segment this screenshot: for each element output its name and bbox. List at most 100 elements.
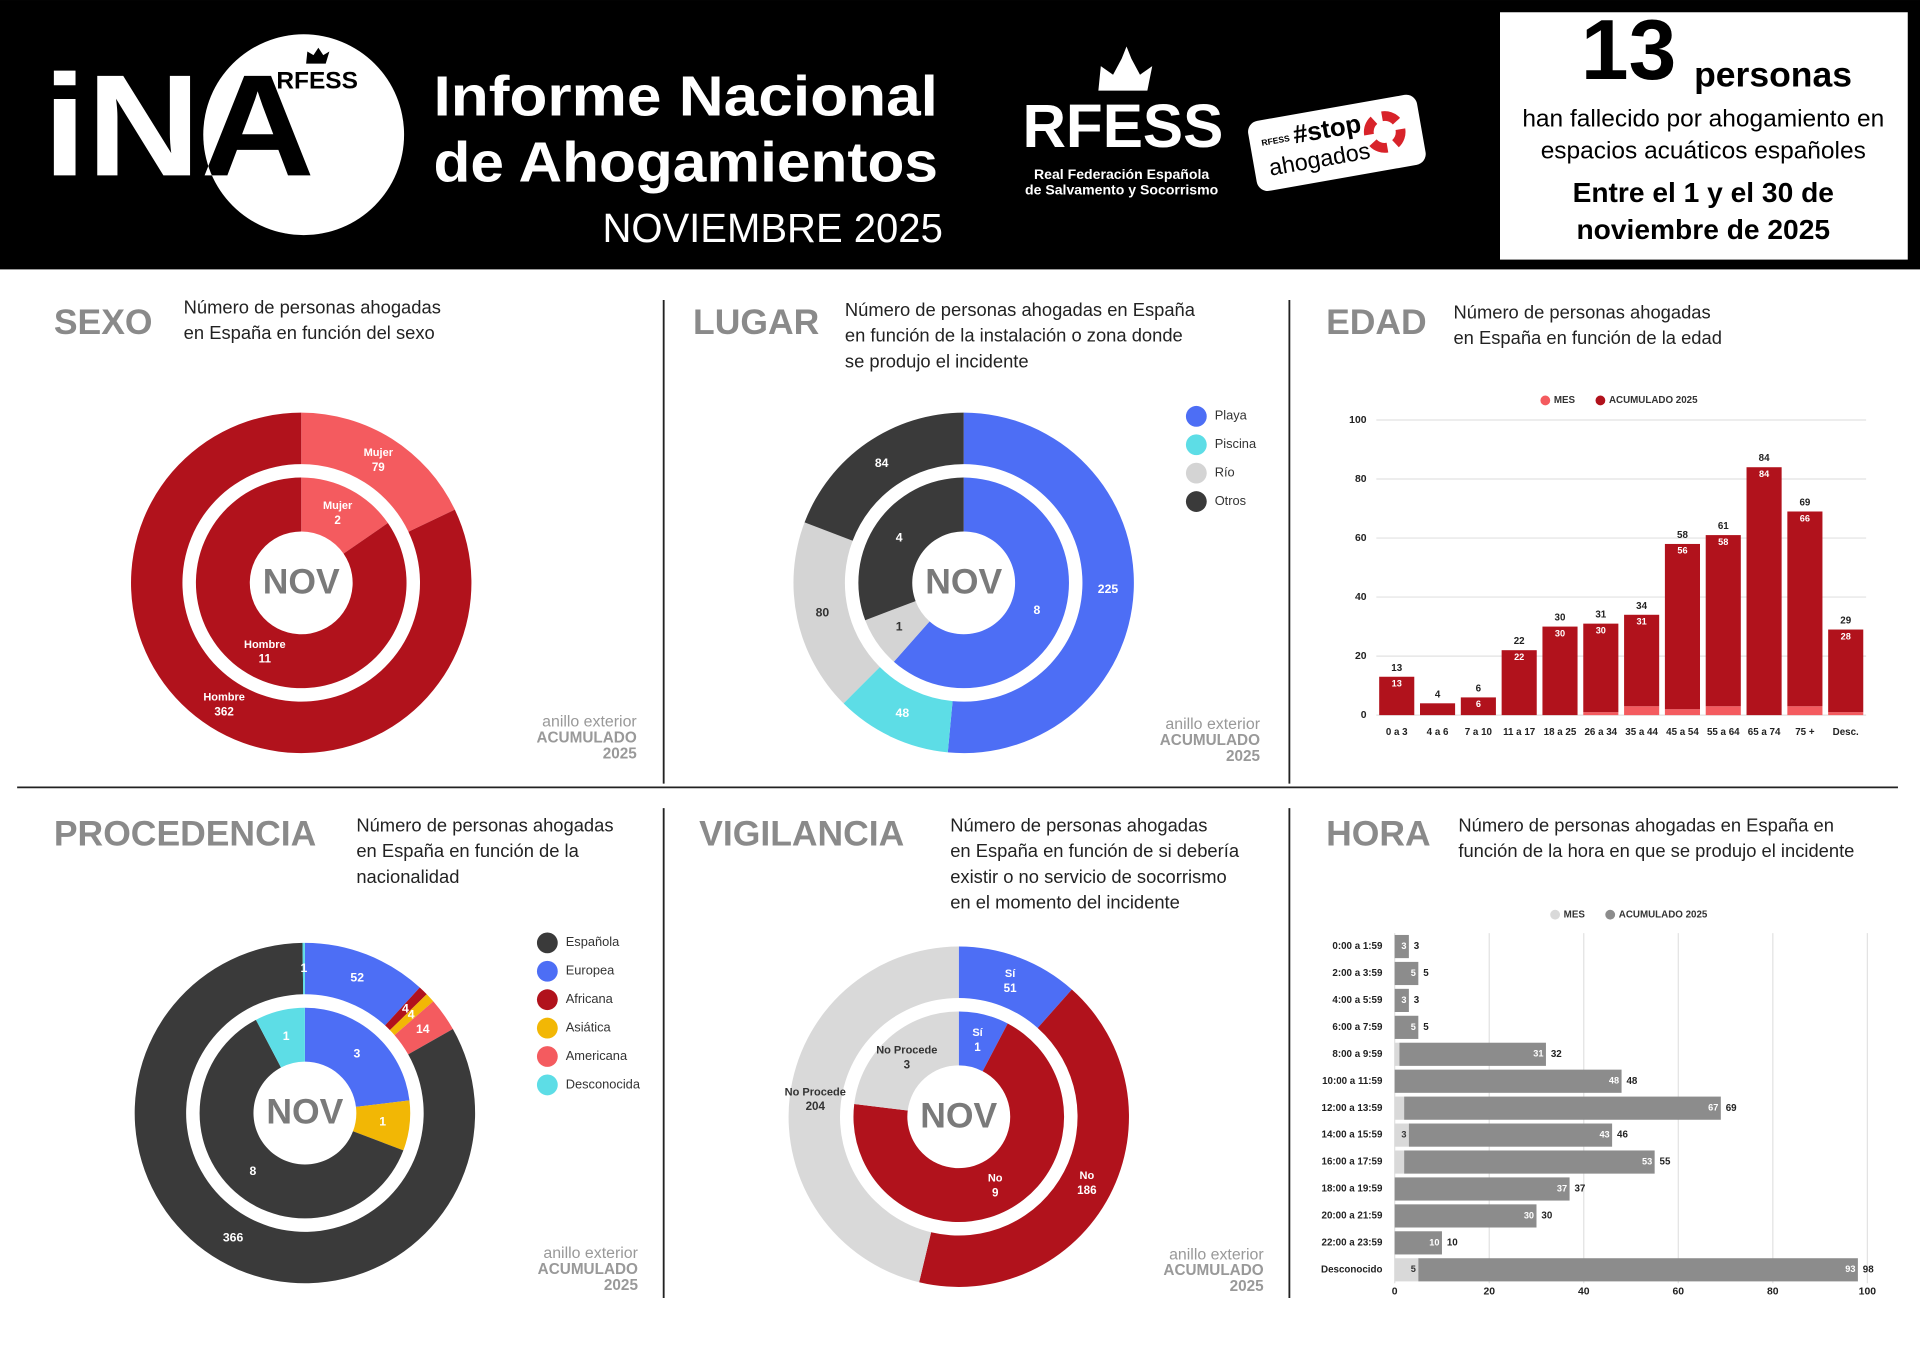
donut-slice — [304, 1007, 410, 1107]
panel-subtitle: en España en función del sexo — [184, 322, 435, 343]
panel-title: VIGILANCIA — [699, 814, 904, 854]
y-tick-label: 20:00 a 21:59 — [1322, 1211, 1383, 1222]
summary-number: 13 — [1581, 2, 1676, 98]
y-tick-label: 40 — [1355, 592, 1367, 603]
legend-marker — [1540, 395, 1551, 406]
legend-label: Río — [1215, 465, 1235, 480]
bar-value-label: 5 — [1411, 1022, 1416, 1032]
summary-unit: personas — [1694, 55, 1852, 95]
panel-title: LUGAR — [693, 302, 819, 342]
donut-slice — [843, 667, 953, 753]
panel-title: PROCEDENCIA — [54, 814, 316, 854]
slice-label: 4 — [402, 1002, 409, 1016]
legend-marker — [1185, 462, 1207, 484]
x-tick-label: 40 — [1578, 1287, 1590, 1298]
center-label: NOV — [266, 1092, 343, 1132]
legend-marker — [536, 932, 558, 954]
legend-label: MES — [1564, 909, 1586, 920]
y-tick-label: 0:00 a 1:59 — [1332, 941, 1383, 952]
y-tick-label: 80 — [1355, 474, 1367, 485]
donut-slice — [893, 477, 1069, 689]
ring-note: ACUMULADO — [536, 729, 636, 746]
donut-slice — [958, 946, 1072, 1028]
bar-segment — [1379, 676, 1415, 716]
bar-total-label: 58 — [1677, 530, 1688, 541]
panel-subtitle: Número de personas ahogadas en España en — [1458, 814, 1834, 835]
bar-value-label: 3 — [1401, 1130, 1406, 1140]
bar-value-label: 31 — [1533, 1049, 1543, 1059]
legend-label: ACUMULADO 2025 — [1619, 909, 1708, 920]
slice-label: 51 — [1004, 982, 1017, 995]
slice-label: 3 — [904, 1059, 911, 1072]
legend-marker — [536, 1017, 558, 1039]
campaign-badge: RFESS #stop ahogados — [1248, 94, 1426, 191]
slice-label: 204 — [806, 1100, 826, 1113]
dividers — [17, 300, 1898, 1298]
bar-value-label: 10 — [1429, 1237, 1439, 1247]
donut-slice — [854, 1011, 959, 1111]
x-tick-label: 11 a 17 — [1503, 727, 1536, 738]
panel-title: EDAD — [1326, 302, 1427, 342]
bar-segment — [1583, 623, 1619, 713]
y-tick-label: 4:00 a 5:59 — [1332, 995, 1383, 1006]
legend-label: Desconocida — [566, 1076, 641, 1091]
logo-badge: RFESS — [276, 68, 358, 95]
bar-segment — [1394, 1204, 1537, 1228]
bar-total-label: 13 — [1391, 663, 1402, 674]
bar-value-label: 5 — [1411, 1264, 1416, 1274]
bar-value-label: 30 — [1555, 628, 1565, 638]
donut-slice — [195, 477, 407, 689]
bar-segment — [1624, 706, 1660, 716]
legend-label: Asiática — [566, 1019, 612, 1034]
bar-segment — [1408, 1123, 1613, 1147]
org-name: RFESS — [1022, 92, 1223, 160]
panel-subtitle: se produjo el incidente — [845, 350, 1029, 371]
donut-slice — [304, 942, 420, 1026]
bar-segment — [1394, 988, 1409, 1013]
bar-segment — [1787, 511, 1823, 707]
legend-label: Otros — [1215, 493, 1246, 508]
summary-period: Entre el 1 y el 30 de — [1573, 177, 1834, 208]
slice-label: 84 — [875, 456, 889, 470]
slice-label: 1 — [974, 1041, 981, 1054]
bar-segment — [1501, 650, 1537, 716]
y-tick-label: 12:00 a 13:59 — [1322, 1103, 1383, 1114]
bar-total-label: 5 — [1423, 968, 1429, 979]
ring-note: anillo exterior — [1165, 716, 1260, 733]
panel-subtitle: Número de personas ahogadas — [950, 814, 1207, 835]
slice-label-name: Sí — [1005, 968, 1016, 980]
ring-note: anillo exterior — [542, 714, 637, 731]
legend-marker — [536, 989, 558, 1011]
panel-subtitle: función de la hora en que se produjo el … — [1458, 840, 1854, 861]
slice-label: 1 — [896, 620, 903, 634]
bar-segment — [1418, 1258, 1858, 1282]
bar-value-label: 48 — [1609, 1076, 1619, 1086]
slice-label: 80 — [816, 606, 830, 620]
donut-slice — [793, 522, 880, 704]
bar-segment — [1460, 697, 1496, 716]
bar-value-label: 13 — [1392, 679, 1402, 689]
slice-label: 3 — [353, 1047, 360, 1061]
bar-total-label: 34 — [1636, 601, 1647, 612]
slice-label-name: No Procede — [785, 1086, 846, 1098]
slice-label-name: Mujer — [364, 447, 394, 459]
x-tick-label: Desc. — [1833, 727, 1859, 738]
bar-total-label: 98 — [1863, 1264, 1874, 1275]
campaign-org: RFESS — [1261, 133, 1291, 148]
bar-value-label: 30 — [1596, 625, 1606, 635]
donut-slice — [302, 942, 305, 995]
bar-segment — [1828, 712, 1864, 716]
slice-label: 186 — [1077, 1184, 1097, 1197]
legend-marker — [536, 1046, 558, 1067]
y-tick-label: 22:00 a 23:59 — [1322, 1237, 1383, 1248]
slice-label: 8 — [250, 1164, 257, 1178]
slice-label-name: Hombre — [244, 639, 286, 651]
y-tick-label: 16:00 a 17:59 — [1322, 1157, 1383, 1168]
bar-segment — [1420, 703, 1456, 716]
bar-segment — [1394, 1096, 1405, 1120]
summary-box — [1500, 12, 1908, 260]
bar-value-label: 84 — [1759, 469, 1770, 479]
x-tick-label: 60 — [1673, 1287, 1685, 1298]
legend-label: Americana — [566, 1048, 628, 1063]
